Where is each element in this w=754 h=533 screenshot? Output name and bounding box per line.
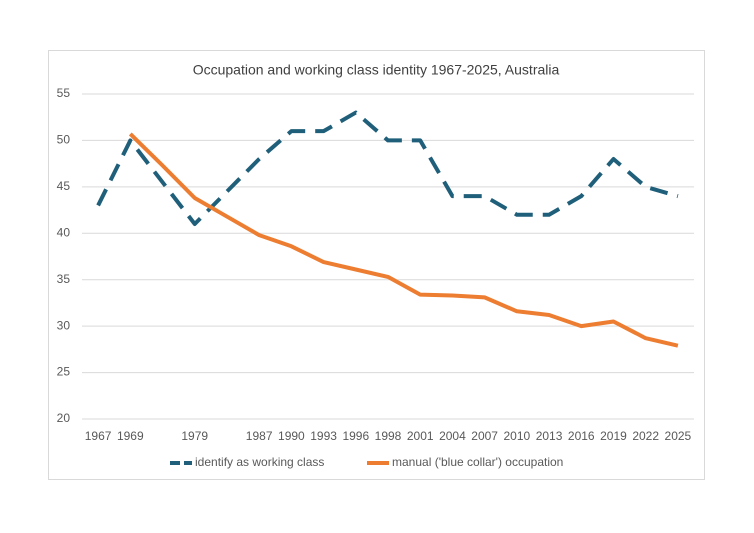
x-tick-label: 2016 xyxy=(568,429,595,443)
x-tick-label: 1993 xyxy=(310,429,337,443)
y-tick-label: 35 xyxy=(57,272,71,286)
x-tick-label: 2010 xyxy=(503,429,530,443)
x-tick-label: 2001 xyxy=(407,429,434,443)
x-tick-label: 2013 xyxy=(536,429,563,443)
x-tick-label: 1998 xyxy=(375,429,402,443)
x-tick-label: 1990 xyxy=(278,429,305,443)
series-line xyxy=(128,132,679,348)
x-tick-label: 1967 xyxy=(85,429,112,443)
x-tick-label: 2022 xyxy=(632,429,659,443)
x-tick-label: 1987 xyxy=(246,429,273,443)
y-tick-label: 30 xyxy=(57,318,71,332)
x-tick-label: 1979 xyxy=(181,429,208,443)
chart-border xyxy=(48,50,705,480)
x-tick-label: 2004 xyxy=(439,429,466,443)
y-tick-label: 55 xyxy=(57,86,71,100)
y-tick-label: 25 xyxy=(57,365,71,379)
x-tick-label: 2025 xyxy=(665,429,692,443)
x-tick-label: 1996 xyxy=(342,429,369,443)
y-tick-label: 50 xyxy=(57,133,71,147)
legend-label: manual ('blue collar') occupation xyxy=(392,455,563,469)
x-tick-label: 2019 xyxy=(600,429,627,443)
x-tick-label: 1969 xyxy=(117,429,144,443)
x-tick-label: 2007 xyxy=(471,429,498,443)
legend-label: identify as working class xyxy=(195,455,324,469)
y-tick-label: 45 xyxy=(57,179,71,193)
chart-title: Occupation and working class identity 19… xyxy=(193,62,560,78)
y-tick-label: 40 xyxy=(57,225,71,239)
series-line xyxy=(96,110,679,226)
y-tick-label: 20 xyxy=(57,411,71,425)
